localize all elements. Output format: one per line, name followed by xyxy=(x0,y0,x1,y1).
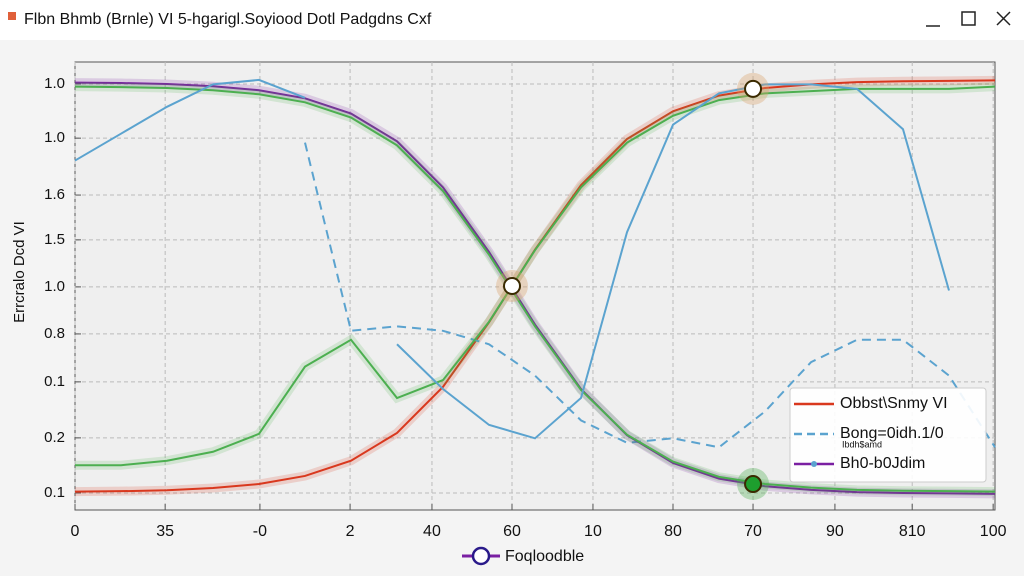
legend-box xyxy=(789,387,987,483)
x-tick-label: 90 xyxy=(826,523,844,540)
legend-label: Bong=0idh.1/0 xyxy=(840,425,944,442)
series-line xyxy=(304,142,996,449)
y-tick-label: 0.2 xyxy=(44,429,65,446)
y-tick-label: 1.0 xyxy=(44,278,65,295)
y-tick-label: 0.8 xyxy=(44,325,65,342)
series-line xyxy=(74,78,306,162)
x-tick-label: 60 xyxy=(503,523,521,540)
x-tick-label: 2 xyxy=(346,523,355,540)
x-tick-label: 70 xyxy=(744,523,762,540)
y-axis-label: Errcralo Dcd VI xyxy=(11,221,28,323)
bottom-legend-marker xyxy=(471,546,491,566)
y-tick-label: 1.0 xyxy=(44,129,65,146)
series-line xyxy=(396,83,950,440)
x-tick-label: -0 xyxy=(253,523,267,540)
marker xyxy=(744,475,763,494)
y-tick-label: 1.0 xyxy=(44,75,65,92)
legend-label: Bh0-b0Jdim xyxy=(840,455,925,472)
y-tick-label: 1.5 xyxy=(44,231,65,248)
maximize-button[interactable] xyxy=(961,11,976,26)
title-bar xyxy=(0,0,1024,40)
marker xyxy=(744,79,763,98)
legend-label: Obbst\Snmy VI xyxy=(840,395,948,412)
marker xyxy=(503,277,521,295)
close-button[interactable] xyxy=(996,11,1011,26)
x-tick-label: 10 xyxy=(584,523,602,540)
legend-subtext: Ibdh$amd xyxy=(842,439,882,449)
x-tick-label: 810 xyxy=(899,523,926,540)
y-tick-label: 0.1 xyxy=(44,484,65,501)
x-tick-label: 0 xyxy=(71,523,80,540)
app-icon xyxy=(8,12,16,20)
window-title: Flbn Bhmb (Brnle) VI 5-hgarigl.Soyiood D… xyxy=(24,11,432,28)
x-tick-label: 100 xyxy=(980,523,1007,540)
x-tick-label: 40 xyxy=(423,523,441,540)
x-tick-label: 80 xyxy=(664,523,682,540)
series-line xyxy=(74,85,996,493)
x-tick-label: 35 xyxy=(156,523,174,540)
y-tick-label: 1.6 xyxy=(44,186,65,203)
series-line xyxy=(75,85,996,467)
y-tick-label: 0.1 xyxy=(44,373,65,390)
bottom-legend-label: Foqloodble xyxy=(505,548,584,565)
legend-marker xyxy=(811,461,817,467)
